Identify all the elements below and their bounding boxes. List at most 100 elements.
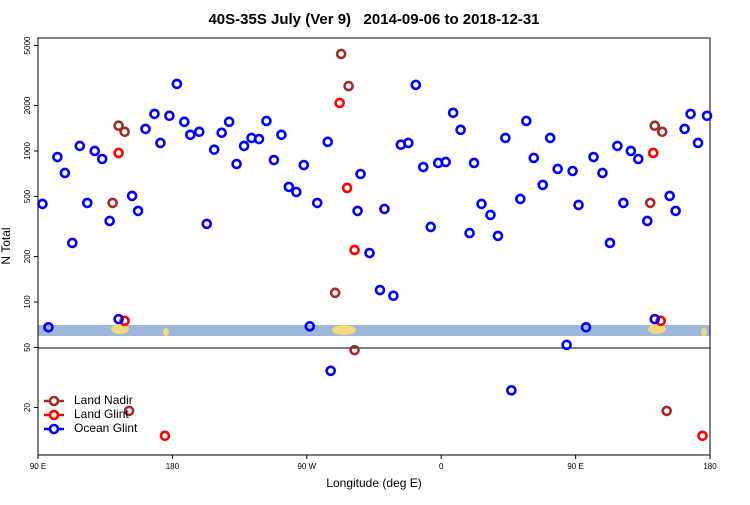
- point: [580, 321, 592, 333]
- point: [107, 197, 118, 209]
- point: [113, 313, 124, 325]
- point: [67, 237, 78, 249]
- point: [644, 197, 656, 209]
- point: [633, 153, 644, 165]
- x-axis-title: Longitude (deg E): [326, 476, 421, 490]
- point: [349, 244, 360, 256]
- point: [500, 132, 511, 144]
- y-tick-label: 100: [23, 295, 32, 309]
- y-tick-label: 5000: [23, 36, 32, 54]
- legend-swatch: [48, 423, 60, 435]
- legend-label: Ocean Glint: [74, 421, 138, 435]
- x-tick-label: 0: [439, 462, 444, 471]
- point: [238, 140, 250, 152]
- point: [231, 158, 242, 170]
- point: [588, 151, 599, 163]
- point: [268, 154, 280, 166]
- point: [201, 218, 213, 230]
- y-tick-label: 200: [23, 249, 32, 263]
- land-blob: [648, 324, 666, 334]
- point: [447, 107, 459, 119]
- point: [208, 144, 220, 155]
- point: [298, 159, 310, 171]
- point: [334, 97, 345, 109]
- point: [649, 313, 661, 325]
- point: [521, 115, 532, 127]
- point: [492, 230, 504, 242]
- point: [649, 120, 661, 132]
- point: [697, 430, 708, 442]
- point: [701, 110, 713, 122]
- point: [544, 132, 556, 144]
- point: [573, 199, 584, 211]
- land-blob: [163, 328, 169, 336]
- point: [476, 198, 487, 210]
- legend-swatch: [48, 395, 60, 407]
- point: [132, 205, 144, 217]
- point: [692, 137, 704, 149]
- land-blob: [332, 325, 356, 335]
- y-tick-label: 500: [23, 189, 32, 203]
- point: [612, 140, 623, 152]
- point: [261, 115, 272, 127]
- legend-label: Land Nadir: [74, 393, 133, 407]
- point: [119, 315, 130, 327]
- point: [417, 161, 429, 173]
- point: [567, 165, 578, 177]
- point: [374, 284, 386, 296]
- point: [149, 108, 160, 120]
- land-blob: [111, 324, 129, 334]
- legend-swatch: [48, 409, 60, 421]
- point: [341, 182, 353, 194]
- point: [164, 110, 175, 122]
- y-tick-label: 20: [23, 403, 32, 412]
- point: [123, 405, 135, 417]
- point: [506, 385, 517, 396]
- point: [155, 137, 166, 149]
- point: [528, 152, 540, 164]
- plot-frame: [37, 37, 711, 456]
- point: [349, 344, 360, 356]
- point: [618, 197, 629, 209]
- point: [355, 168, 366, 180]
- point: [561, 339, 572, 351]
- point: [661, 405, 672, 417]
- point: [104, 215, 115, 227]
- point: [597, 167, 608, 179]
- point: [113, 120, 124, 132]
- point: [468, 157, 480, 169]
- point: [96, 153, 108, 165]
- x-tick-label: 90 E: [30, 462, 46, 471]
- point: [485, 209, 496, 221]
- point: [425, 221, 437, 233]
- y-tick-label: 1000: [23, 142, 32, 160]
- point: [641, 215, 653, 227]
- ocean-band: [38, 325, 710, 336]
- point: [455, 124, 466, 136]
- point: [403, 137, 414, 149]
- point: [283, 181, 295, 193]
- x-tick-label: 90 E: [567, 462, 583, 471]
- point: [410, 79, 422, 91]
- point: [89, 145, 101, 157]
- x-tick-label: 180: [703, 462, 717, 471]
- point: [43, 321, 54, 333]
- y-tick-label: 2000: [23, 96, 32, 114]
- point: [537, 179, 549, 191]
- point: [464, 227, 475, 239]
- point: [253, 133, 265, 145]
- point: [276, 129, 287, 141]
- legend-label: Land Glint: [74, 407, 129, 421]
- x-tick-label: 180: [166, 462, 180, 471]
- point: [159, 430, 171, 442]
- point: [379, 203, 390, 215]
- point: [171, 78, 183, 90]
- point: [140, 123, 151, 135]
- point: [113, 147, 124, 159]
- point: [311, 197, 323, 209]
- point: [291, 186, 302, 198]
- point: [329, 287, 341, 299]
- point: [304, 321, 316, 332]
